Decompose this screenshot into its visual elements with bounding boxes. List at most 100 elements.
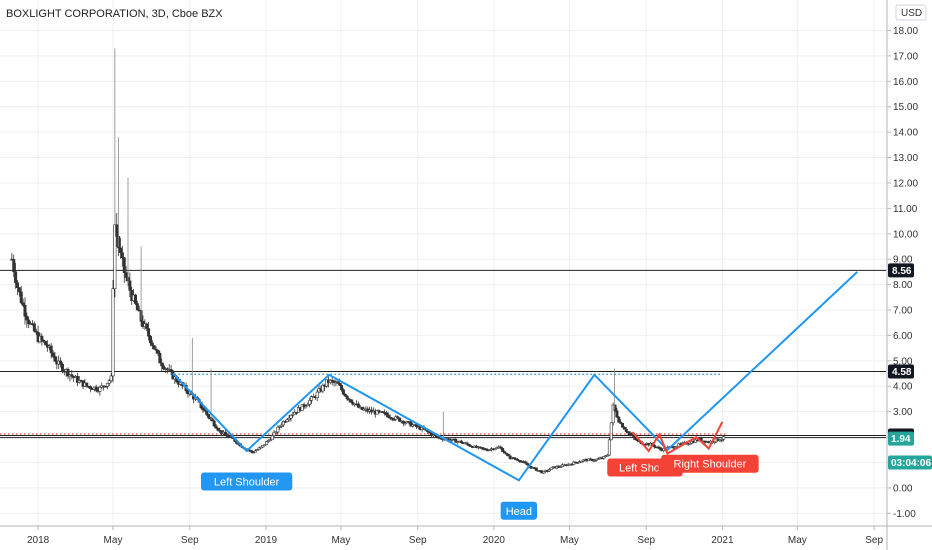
- candle-body: [113, 224, 117, 290]
- price-badge-label: 03:04:06: [891, 458, 931, 469]
- candle-body: [278, 426, 282, 428]
- candle-body: [263, 444, 267, 446]
- candle-body: [628, 432, 632, 436]
- candle-body: [214, 425, 218, 429]
- y-tick-label: 12.00: [893, 178, 918, 189]
- candle-body: [613, 404, 617, 412]
- candle-body: [169, 369, 173, 372]
- candle-body: [409, 421, 413, 427]
- y-tick-label: 0.00: [893, 483, 913, 494]
- candle-body: [152, 345, 156, 350]
- candle-body: [148, 335, 152, 344]
- candle-body: [145, 323, 149, 329]
- time-axis[interactable]: 2018 May Sep 2019 May Sep 2020 May Sep 2021 May Sep: [0, 525, 932, 546]
- chart-grid: [0, 0, 886, 526]
- x-tick-label: Sep: [637, 535, 655, 546]
- candle-body: [499, 446, 503, 449]
- price-badge-label: 1.94: [891, 434, 911, 445]
- candle-body: [75, 376, 79, 383]
- candle-body: [338, 383, 342, 386]
- candle-body: [216, 427, 220, 431]
- candle-body: [484, 448, 488, 451]
- y-tick-label: 8.00: [893, 280, 913, 291]
- y-tick-label: 4.00: [893, 382, 913, 393]
- candle-body: [493, 448, 497, 450]
- currency-badge[interactable]: [895, 4, 927, 21]
- y-tick-label: 11.00: [893, 204, 918, 215]
- pattern-drawings[interactable]: [172, 271, 858, 482]
- candle-body: [621, 423, 625, 428]
- candle-body: [341, 389, 345, 395]
- candle-body: [459, 440, 463, 444]
- candle-body: [615, 410, 619, 418]
- annotation-label: Head: [506, 506, 532, 518]
- annotation-label-bg: [500, 501, 538, 520]
- candle-body: [270, 435, 274, 441]
- candle-body: [212, 420, 216, 427]
- y-tick-label: 15.00: [893, 102, 918, 113]
- candle-body: [160, 362, 164, 367]
- candle-body: [718, 439, 722, 442]
- candle-body: [109, 375, 113, 382]
- candle-body: [607, 439, 611, 456]
- candle-body: [658, 447, 662, 450]
- candle-body: [205, 410, 209, 415]
- candle-body: [351, 401, 355, 405]
- candle-body: [70, 374, 74, 377]
- candle-body: [203, 409, 207, 412]
- level-badge-label: 4.58: [892, 367, 912, 378]
- candle-body: [480, 447, 484, 449]
- candle-body: [89, 386, 93, 389]
- candle-body: [340, 385, 344, 391]
- head-shoulders-pattern-red: [631, 421, 724, 456]
- price-badge: [888, 431, 914, 446]
- candle-body: [257, 447, 261, 450]
- currency-label: USD: [901, 8, 922, 19]
- x-tick-label: May: [788, 535, 807, 546]
- candle-body: [223, 431, 227, 435]
- candle-body: [208, 417, 212, 420]
- candle-body: [154, 348, 158, 351]
- candle-body: [19, 291, 23, 304]
- candle-body: [94, 386, 98, 391]
- annotation-label: Right Shoulder: [674, 459, 747, 471]
- y-tick-label: 18.00: [893, 26, 918, 37]
- candle-body: [115, 224, 119, 237]
- candle-body: [516, 458, 520, 461]
- y-tick-label: 6.00: [893, 331, 913, 342]
- candle-body: [401, 420, 405, 424]
- price-series: [10, 48, 726, 475]
- candle-body: [111, 288, 115, 377]
- candle-body: [310, 396, 314, 401]
- x-tick-label: Sep: [409, 535, 427, 546]
- annotation-label-bg: [200, 472, 293, 491]
- candle-body: [634, 437, 638, 440]
- candle-body: [124, 272, 128, 278]
- candle-body: [321, 384, 325, 392]
- level-badge: [888, 263, 914, 278]
- candle-body: [716, 438, 720, 441]
- candle-body: [289, 415, 293, 419]
- candle-body: [579, 460, 583, 463]
- candle-body: [504, 452, 508, 455]
- candle-body: [25, 315, 29, 321]
- y-tick-label: 5.00: [893, 356, 913, 367]
- candle-body: [506, 453, 510, 457]
- candle-body: [295, 411, 299, 414]
- candle-body: [133, 294, 137, 304]
- candle-body: [98, 387, 102, 392]
- candle-body: [360, 406, 364, 410]
- candle-body: [609, 422, 613, 441]
- candle-body: [66, 369, 70, 377]
- candle-body: [107, 380, 111, 384]
- candle-body: [281, 421, 285, 426]
- candle-body: [207, 414, 211, 418]
- candle-body: [720, 438, 724, 441]
- candle-body: [602, 456, 606, 459]
- candle-body: [398, 417, 402, 422]
- candle-body: [60, 363, 64, 372]
- candle-body: [150, 342, 154, 346]
- candle-body: [688, 442, 692, 445]
